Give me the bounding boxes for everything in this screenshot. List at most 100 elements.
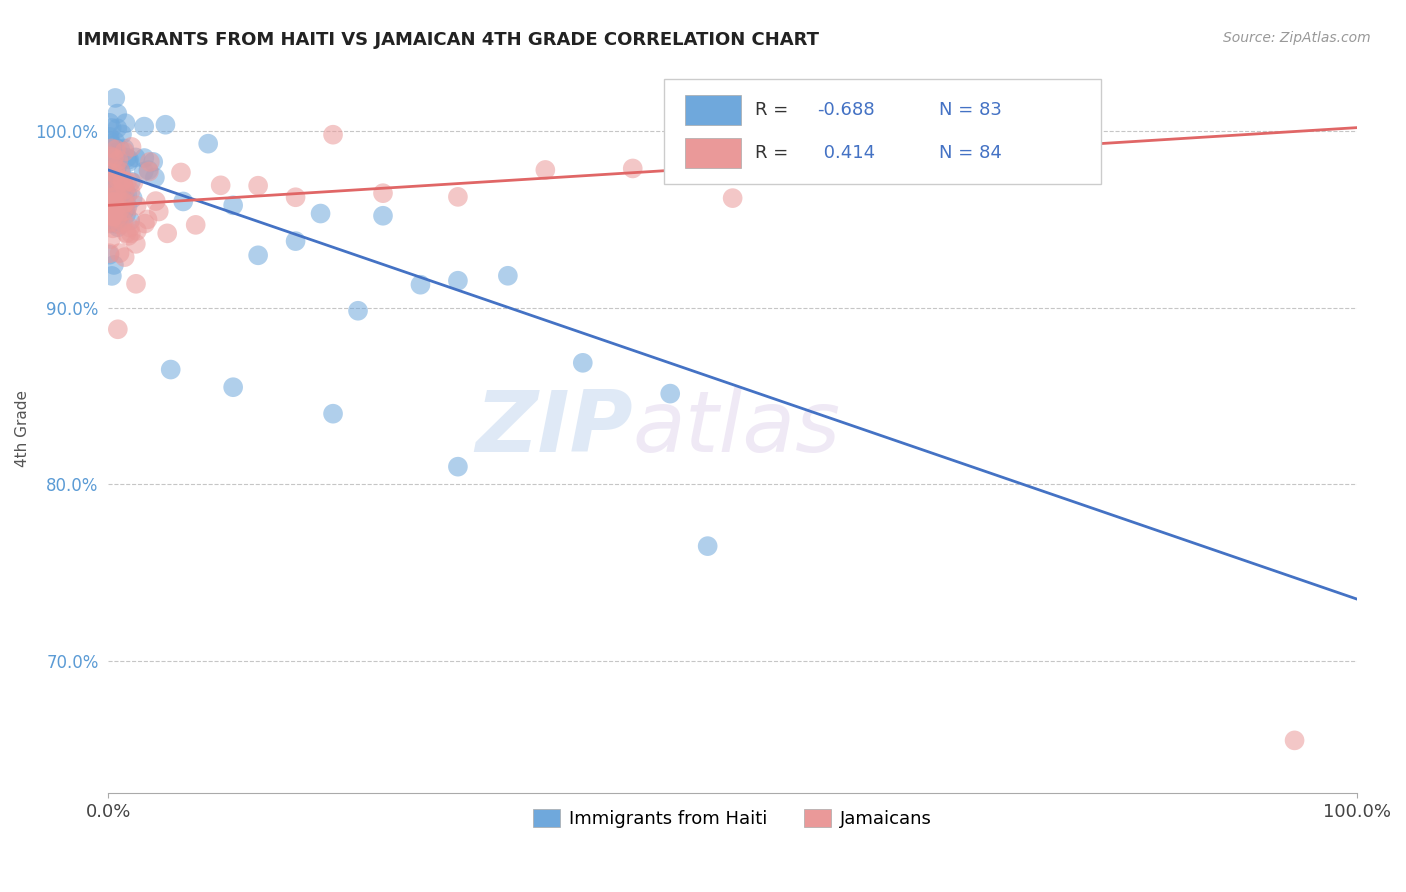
Point	[111, 215, 134, 229]
Point	[107, 179, 129, 194]
Text: ZIP: ZIP	[475, 387, 633, 470]
Point	[105, 181, 128, 195]
Bar	[685, 138, 741, 168]
Point	[409, 277, 432, 292]
Point	[145, 194, 167, 208]
Point	[125, 236, 148, 251]
Point	[100, 145, 122, 160]
Point	[139, 155, 162, 169]
Point	[572, 356, 595, 370]
Point	[143, 170, 166, 185]
Point	[118, 153, 141, 167]
Point	[696, 539, 718, 553]
Point	[98, 174, 121, 188]
Point	[115, 151, 138, 165]
Point	[114, 250, 136, 264]
Point	[100, 120, 122, 135]
Point	[721, 191, 744, 205]
Point	[108, 246, 131, 260]
Point	[105, 143, 128, 157]
Point	[197, 136, 219, 151]
Point	[371, 209, 394, 223]
Point	[98, 116, 121, 130]
Point	[1284, 733, 1306, 747]
Point	[120, 227, 142, 241]
Point	[108, 148, 131, 162]
Point	[114, 182, 136, 196]
Point	[105, 106, 128, 120]
Point	[156, 227, 179, 241]
Point	[111, 189, 134, 203]
Point	[184, 218, 207, 232]
Point	[101, 178, 124, 193]
Point	[107, 186, 129, 201]
Point	[114, 195, 136, 210]
Point	[98, 165, 121, 179]
Point	[111, 174, 134, 188]
Point	[222, 380, 245, 394]
Point	[371, 186, 394, 201]
Point	[114, 116, 136, 130]
Point	[101, 221, 124, 235]
Point	[100, 232, 122, 246]
Point	[105, 188, 128, 202]
Point	[107, 211, 129, 225]
Point	[112, 178, 135, 192]
Point	[134, 120, 156, 134]
Point	[347, 303, 370, 318]
Point	[105, 164, 128, 178]
Point	[155, 118, 177, 132]
Text: N = 83: N = 83	[939, 101, 1001, 119]
Point	[125, 198, 148, 212]
Point	[98, 134, 121, 148]
Point	[103, 188, 125, 202]
Point	[172, 194, 194, 209]
Point	[120, 213, 142, 227]
Point	[105, 186, 128, 200]
Point	[309, 206, 332, 220]
Point	[125, 277, 148, 291]
Point	[159, 362, 181, 376]
Point	[112, 145, 135, 159]
Point	[107, 211, 129, 226]
Point	[110, 165, 132, 179]
Point	[247, 248, 270, 262]
Point	[209, 178, 232, 193]
Point	[104, 135, 127, 149]
Point	[108, 187, 131, 202]
Point	[103, 194, 125, 209]
Point	[117, 199, 139, 213]
Point	[107, 322, 129, 336]
Point	[105, 211, 128, 225]
Point	[108, 177, 131, 191]
Point	[98, 199, 121, 213]
Text: IMMIGRANTS FROM HAITI VS JAMAICAN 4TH GRADE CORRELATION CHART: IMMIGRANTS FROM HAITI VS JAMAICAN 4TH GR…	[77, 31, 820, 49]
Point	[112, 196, 135, 211]
Text: Source: ZipAtlas.com: Source: ZipAtlas.com	[1223, 31, 1371, 45]
Point	[132, 164, 155, 178]
Point	[103, 209, 125, 223]
Point	[148, 204, 170, 219]
Point	[98, 246, 121, 260]
Point	[98, 215, 121, 229]
Point	[98, 248, 121, 262]
Point	[322, 128, 344, 142]
Text: -0.688: -0.688	[817, 101, 875, 119]
Point	[621, 161, 644, 176]
Point	[108, 143, 131, 157]
Point	[98, 129, 121, 144]
Point	[124, 150, 146, 164]
Point	[115, 207, 138, 221]
Point	[98, 217, 121, 231]
Point	[134, 151, 156, 165]
Point	[496, 268, 519, 283]
Point	[138, 163, 160, 178]
Point	[101, 215, 124, 229]
FancyBboxPatch shape	[664, 78, 1101, 185]
Point	[846, 126, 869, 140]
Point	[222, 198, 245, 212]
Point	[108, 195, 131, 210]
Point	[105, 176, 128, 190]
Bar	[685, 95, 741, 125]
Point	[108, 218, 131, 232]
